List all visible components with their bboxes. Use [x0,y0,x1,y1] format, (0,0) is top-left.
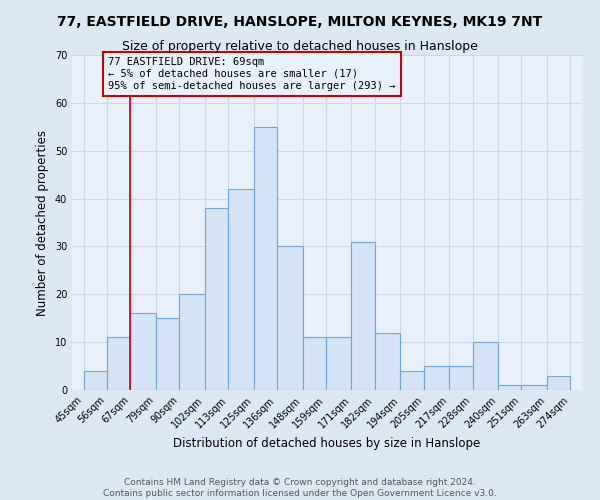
Text: 77 EASTFIELD DRIVE: 69sqm
← 5% of detached houses are smaller (17)
95% of semi-d: 77 EASTFIELD DRIVE: 69sqm ← 5% of detach… [108,58,395,90]
Bar [375,332,400,390]
Bar [424,366,449,390]
Bar [326,338,352,390]
Text: Size of property relative to detached houses in Hanslope: Size of property relative to detached ho… [122,40,478,53]
Text: Contains HM Land Registry data © Crown copyright and database right 2024.
Contai: Contains HM Land Registry data © Crown c… [103,478,497,498]
X-axis label: Distribution of detached houses by size in Hanslope: Distribution of detached houses by size … [173,436,481,450]
Bar [498,385,521,390]
Bar [130,314,156,390]
Bar [547,376,571,390]
Bar [473,342,498,390]
Bar [107,338,130,390]
Text: 77, EASTFIELD DRIVE, HANSLOPE, MILTON KEYNES, MK19 7NT: 77, EASTFIELD DRIVE, HANSLOPE, MILTON KE… [58,15,542,29]
Bar [156,318,179,390]
Bar [83,371,107,390]
Bar [179,294,205,390]
Bar [521,385,547,390]
Bar [228,189,254,390]
Bar [277,246,302,390]
Bar [352,242,375,390]
Bar [400,371,424,390]
Bar [205,208,228,390]
Bar [449,366,473,390]
Bar [302,338,326,390]
Bar [254,127,277,390]
Y-axis label: Number of detached properties: Number of detached properties [36,130,49,316]
